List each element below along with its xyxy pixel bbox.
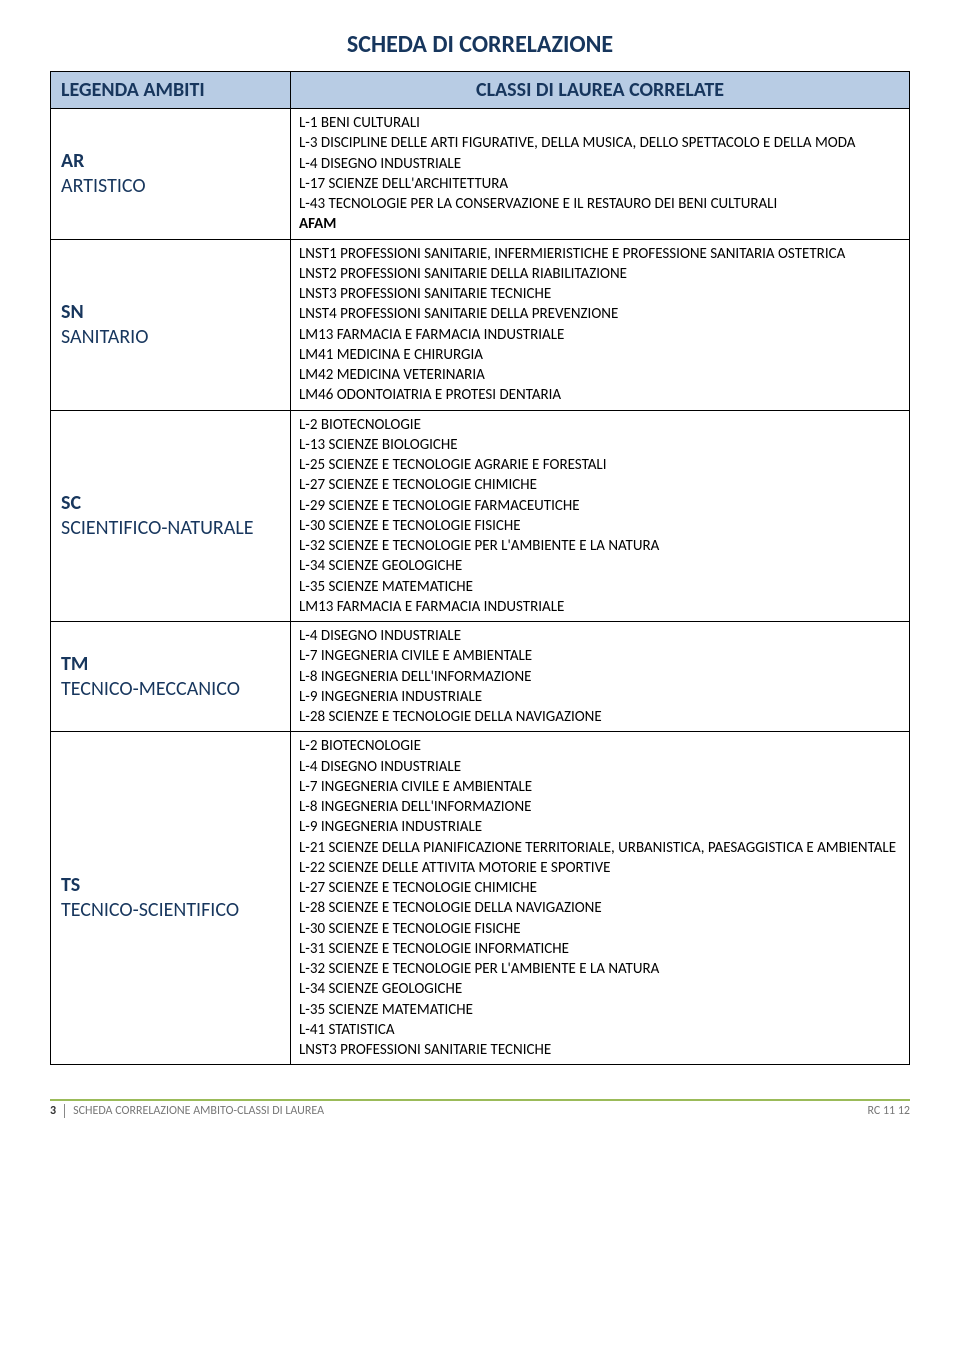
classe-item: L-4 DISEGNO INDUSTRIALE — [299, 757, 901, 777]
classi-cell: L-4 DISEGNO INDUSTRIALEL-7 INGEGNERIA CI… — [291, 622, 910, 732]
ambito-code: SC — [61, 491, 280, 516]
classe-item: L-8 INGEGNERIA DELL'INFORMAZIONE — [299, 667, 901, 687]
page-number: 3 — [50, 1104, 65, 1118]
table-row: TMTECNICO-MECCANICOL-4 DISEGNO INDUSTRIA… — [51, 622, 910, 732]
page-title: SCHEDA DI CORRELAZIONE — [50, 30, 910, 59]
table-row: TSTECNICO-SCIENTIFICOL-2 BIOTECNOLOGIEL-… — [51, 732, 910, 1065]
classe-item: L-31 SCIENZE E TECNOLOGIE INFORMATICHE — [299, 939, 901, 959]
classe-item: L-32 SCIENZE E TECNOLOGIE PER L'AMBIENTE… — [299, 536, 901, 556]
classe-item: L-28 SCIENZE E TECNOLOGIE DELLA NAVIGAZI… — [299, 707, 901, 727]
classe-item: L-7 INGEGNERIA CIVILE E AMBIENTALE — [299, 646, 901, 666]
ambito-code: AR — [61, 149, 280, 174]
ambito-cell: SCSCIENTIFICO-NATURALE — [51, 410, 291, 622]
classi-cell: L-2 BIOTECNOLOGIEL-13 SCIENZE BIOLOGICHE… — [291, 410, 910, 622]
classe-item: L-9 INGEGNERIA INDUSTRIALE — [299, 687, 901, 707]
classe-item: L-35 SCIENZE MATEMATICHE — [299, 1000, 901, 1020]
footer-right-text: RC 11 12 — [867, 1104, 910, 1118]
classe-item: L-4 DISEGNO INDUSTRIALE — [299, 154, 901, 174]
classe-item: L-9 INGEGNERIA INDUSTRIALE — [299, 817, 901, 837]
classe-item: L-3 DISCIPLINE DELLE ARTI FIGURATIVE, DE… — [299, 133, 901, 153]
classe-item: L-22 SCIENZE DELLE ATTIVITA MOTORIE E SP… — [299, 858, 901, 878]
classe-item: L-41 STATISTICA — [299, 1020, 901, 1040]
classe-item: L-35 SCIENZE MATEMATICHE — [299, 577, 901, 597]
ambito-name: TECNICO-MECCANICO — [61, 677, 280, 702]
classe-item: L-29 SCIENZE E TECNOLOGIE FARMACEUTICHE — [299, 496, 901, 516]
classe-item: LM13 FARMACIA E FARMACIA INDUSTRIALE — [299, 597, 901, 617]
classi-cell: LNST1 PROFESSIONI SANITARIE, INFERMIERIS… — [291, 239, 910, 410]
classe-item: L-43 TECNOLOGIE PER LA CONSERVAZIONE E I… — [299, 194, 901, 214]
classe-item: LNST4 PROFESSIONI SANITARIE DELLA PREVEN… — [299, 304, 901, 324]
classe-item: L-30 SCIENZE E TECNOLOGIE FISICHE — [299, 516, 901, 536]
classe-item: LNST3 PROFESSIONI SANITARIE TECNICHE — [299, 1040, 901, 1060]
classe-item: LNST1 PROFESSIONI SANITARIE, INFERMIERIS… — [299, 244, 901, 264]
classe-item: LM46 ODONTOIATRIA E PROTESI DENTARIA — [299, 385, 901, 405]
classe-item: L-13 SCIENZE BIOLOGICHE — [299, 435, 901, 455]
classe-item: L-21 SCIENZE DELLA PIANIFICAZIONE TERRIT… — [299, 838, 901, 858]
ambito-name: TECNICO-SCIENTIFICO — [61, 898, 280, 923]
classe-item: LNST3 PROFESSIONI SANITARIE TECNICHE — [299, 284, 901, 304]
classe-item: L-34 SCIENZE GEOLOGICHE — [299, 556, 901, 576]
classe-item: L-8 INGEGNERIA DELL'INFORMAZIONE — [299, 797, 901, 817]
ambito-cell: ARARTISTICO — [51, 109, 291, 240]
classe-item: L-2 BIOTECNOLOGIE — [299, 736, 901, 756]
classe-item: L-27 SCIENZE E TECNOLOGIE CHIMICHE — [299, 475, 901, 495]
footer: 3 SCHEDA CORRELAZIONE AMBITO-CLASSI DI L… — [50, 1095, 910, 1118]
classe-item: AFAM — [299, 214, 901, 234]
classe-item: L-17 SCIENZE DELL'ARCHITETTURA — [299, 174, 901, 194]
classe-item: L-4 DISEGNO INDUSTRIALE — [299, 626, 901, 646]
classe-item: LNST2 PROFESSIONI SANITARIE DELLA RIABIL… — [299, 264, 901, 284]
ambito-cell: TMTECNICO-MECCANICO — [51, 622, 291, 732]
classe-item: L-2 BIOTECNOLOGIE — [299, 415, 901, 435]
classe-item: L-27 SCIENZE E TECNOLOGIE CHIMICHE — [299, 878, 901, 898]
table-row: SNSANITARIO LNST1 PROFESSIONI SANITARIE, … — [51, 239, 910, 410]
classe-item: L-34 SCIENZE GEOLOGICHE — [299, 979, 901, 999]
ambito-name: ARTISTICO — [61, 174, 280, 199]
ambito-cell: TSTECNICO-SCIENTIFICO — [51, 732, 291, 1065]
ambito-code: TS — [61, 873, 280, 898]
classe-item: L-28 SCIENZE E TECNOLOGIE DELLA NAVIGAZI… — [299, 898, 901, 918]
classe-item: L-7 INGEGNERIA CIVILE E AMBIENTALE — [299, 777, 901, 797]
ambito-cell: SNSANITARIO — [51, 239, 291, 410]
classe-item: LM13 FARMACIA E FARMACIA INDUSTRIALE — [299, 325, 901, 345]
header-classi: CLASSI DI LAUREA CORRELATE — [291, 72, 910, 109]
correlation-table: LEGENDA AMBITI CLASSI DI LAUREA CORRELAT… — [50, 71, 910, 1065]
ambito-code: SN — [61, 300, 280, 325]
classe-item: LM41 MEDICINA E CHIRURGIA — [299, 345, 901, 365]
classe-item: L-1 BENI CULTURALI — [299, 113, 901, 133]
footer-left-text: SCHEDA CORRELAZIONE AMBITO-CLASSI DI LAU… — [73, 1104, 324, 1118]
classe-item: L-32 SCIENZE E TECNOLOGIE PER L'AMBIENTE… — [299, 959, 901, 979]
header-legenda: LEGENDA AMBITI — [51, 72, 291, 109]
ambito-name: SANITARIO — [61, 325, 280, 350]
classe-item: L-30 SCIENZE E TECNOLOGIE FISICHE — [299, 919, 901, 939]
classe-item: LM42 MEDICINA VETERINARIA — [299, 365, 901, 385]
classi-cell: L-1 BENI CULTURALIL-3 DISCIPLINE DELLE A… — [291, 109, 910, 240]
ambito-name: SCIENTIFICO-NATURALE — [61, 516, 280, 541]
classi-cell: L-2 BIOTECNOLOGIEL-4 DISEGNO INDUSTRIALE… — [291, 732, 910, 1065]
table-row: ARARTISTICOL-1 BENI CULTURALIL-3 DISCIPL… — [51, 109, 910, 240]
ambito-code: TM — [61, 652, 280, 677]
table-row: SCSCIENTIFICO-NATURALEL-2 BIOTECNOLOGIEL… — [51, 410, 910, 622]
classe-item: L-25 SCIENZE E TECNOLOGIE AGRARIE E FORE… — [299, 455, 901, 475]
